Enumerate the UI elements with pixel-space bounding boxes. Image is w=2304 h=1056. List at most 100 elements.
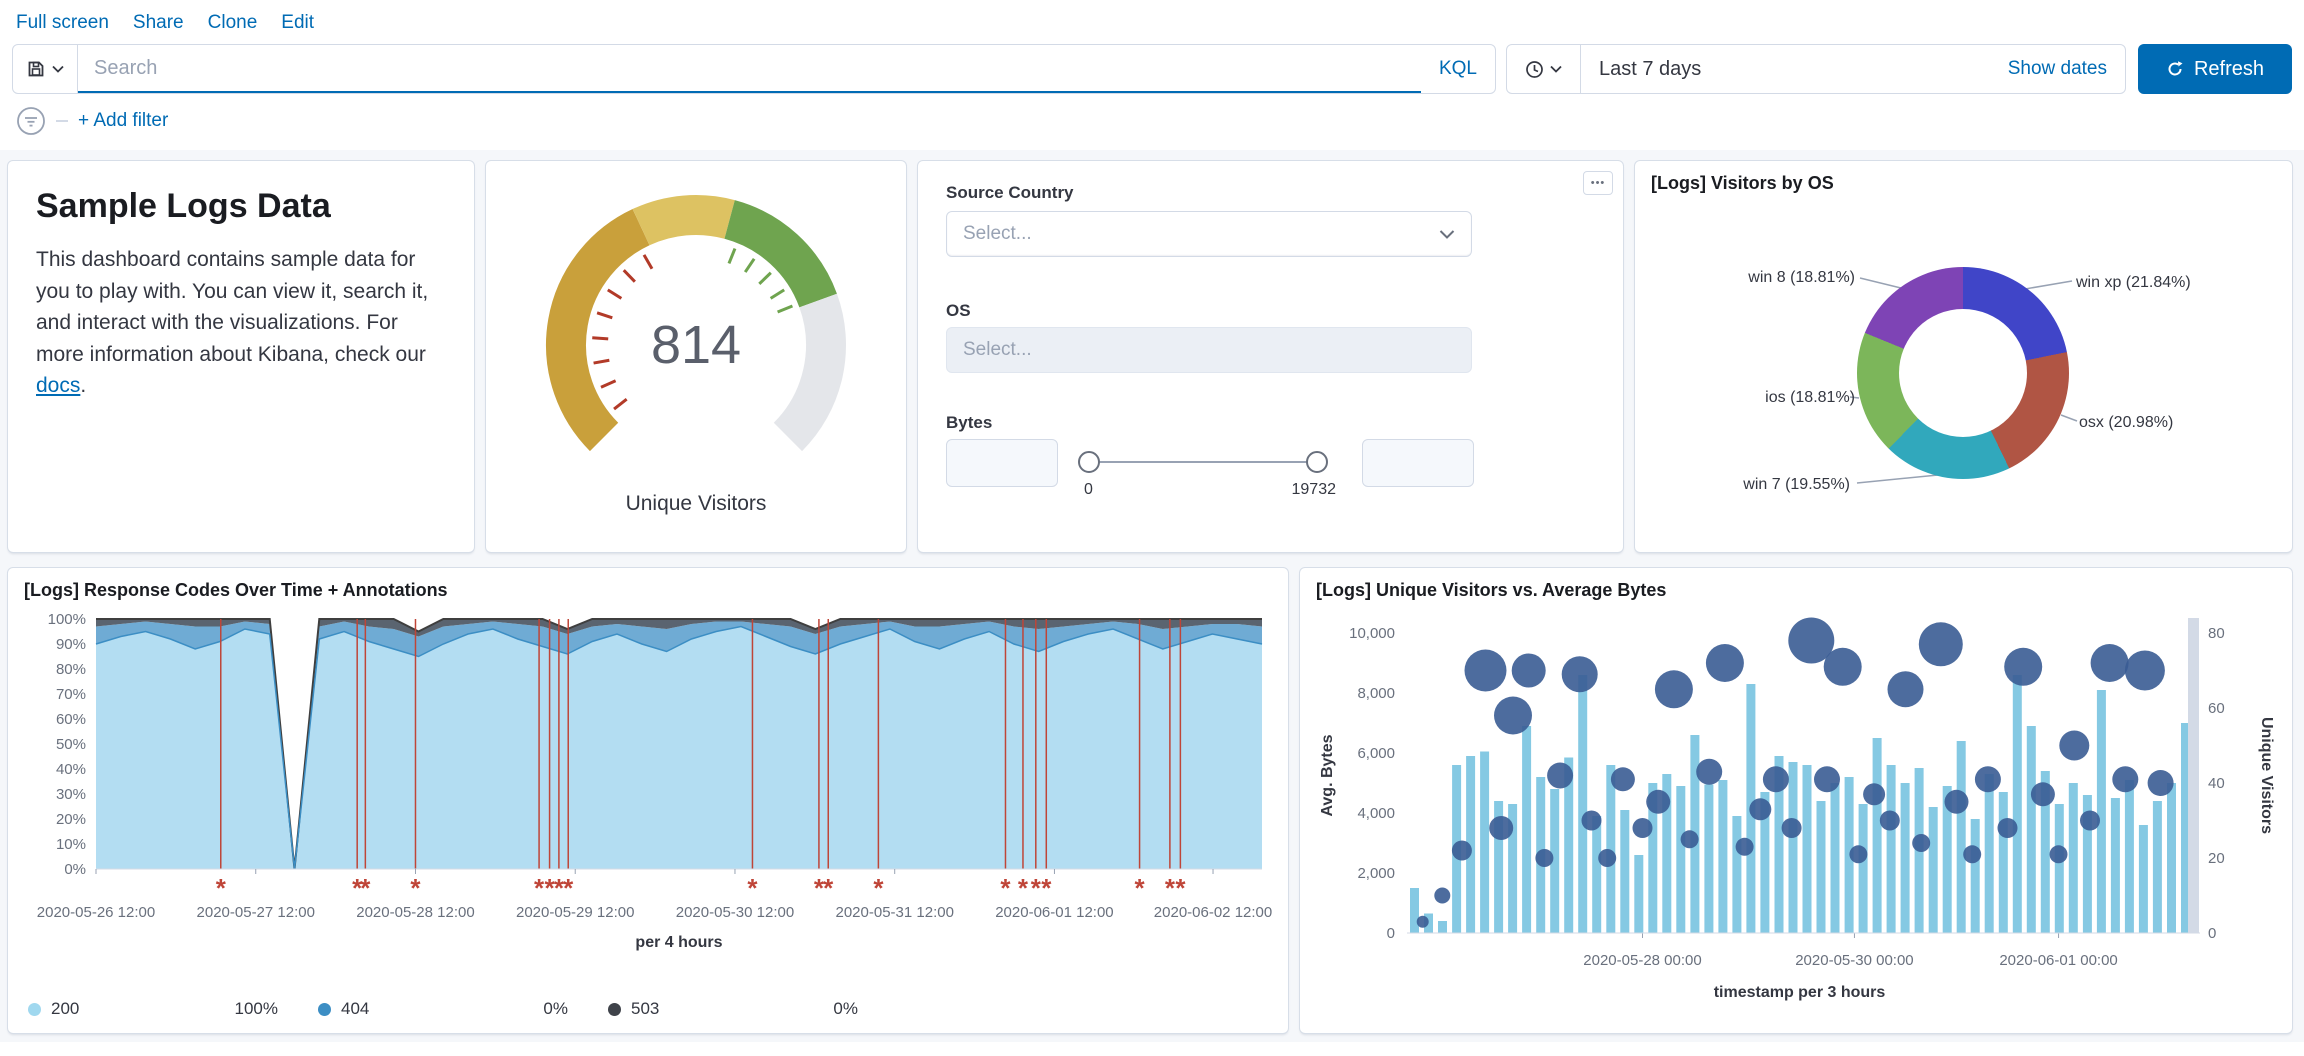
legend-item-503[interactable]: 503 0% [608, 999, 858, 1019]
legend-item-404[interactable]: 404 0% [318, 999, 568, 1019]
svg-text:*: * [1018, 873, 1029, 903]
bubble-chart: 0 2,000 4,000 6,000 8,000 10,000 0 20 40 60 80 2020… [1319, 617, 2275, 1001]
svg-text:*: * [823, 873, 834, 903]
bytes-min-input[interactable] [946, 439, 1058, 487]
dashboard: Sample Logs Data This dashboard contains… [0, 150, 2304, 1042]
svg-text:60%: 60% [56, 711, 86, 728]
refresh-icon [2168, 61, 2183, 76]
svg-text:60: 60 [2208, 700, 2225, 717]
svg-text:0: 0 [1387, 925, 1395, 942]
svg-text:*: * [873, 873, 884, 903]
slider-track[interactable] [1088, 461, 1318, 463]
svg-text:*: * [1031, 873, 1042, 903]
legend-value: 0% [833, 999, 858, 1018]
kql-button[interactable]: KQL [1438, 58, 1477, 79]
svg-text:*: * [554, 873, 565, 903]
svg-text:*: * [1175, 873, 1186, 903]
slider-max-label: 19732 [1291, 481, 1337, 498]
time-range-label[interactable]: Last 7 days [1599, 57, 1702, 80]
markdown-body-period: . [80, 374, 87, 397]
nav-clone[interactable]: Clone [207, 12, 258, 33]
panel-unique-visitors-gauge: 814 Unique Visitors [485, 160, 907, 553]
svg-text:80: 80 [2208, 625, 2225, 642]
svg-text:*: * [1135, 873, 1146, 903]
chevron-down-icon [51, 65, 64, 73]
top-nav: Full screen Share Clone Edit [0, 0, 2304, 38]
os-select[interactable]: Select... [946, 327, 1472, 373]
source-country-placeholder: Select... [963, 223, 1032, 244]
add-filter-button[interactable]: + Add filter [78, 110, 169, 131]
svg-text:6,000: 6,000 [1357, 745, 1395, 762]
svg-text:20: 20 [2208, 850, 2225, 867]
svg-text:20%: 20% [56, 811, 86, 828]
os-label: OS [946, 301, 971, 320]
svg-text:Unique Visitors: Unique Visitors [2258, 717, 2275, 834]
docs-link[interactable]: docs [36, 374, 81, 397]
svg-text:2020-05-26 12:00: 2020-05-26 12:00 [37, 904, 155, 921]
svg-text:2020-05-29 12:00: 2020-05-29 12:00 [516, 904, 634, 921]
svg-text:0%: 0% [64, 861, 86, 878]
time-picker-quick-menu-button[interactable] [1507, 45, 1581, 93]
svg-text:*: * [360, 873, 371, 903]
refresh-button[interactable]: Refresh [2138, 44, 2292, 94]
donut-label-osx: osx (20.98%) [2079, 414, 2174, 431]
donut-label-win7: win 7 (19.55%) [1743, 476, 1850, 493]
svg-text:2020-05-30 12:00: 2020-05-30 12:00 [676, 904, 794, 921]
markdown-title: Sample Logs Data [36, 187, 331, 225]
svg-text:814: 814 [651, 315, 741, 375]
legend-label: 503 [631, 999, 660, 1018]
svg-text:40%: 40% [56, 761, 86, 778]
svg-text:*: * [1041, 873, 1052, 903]
nav-edit[interactable]: Edit [281, 12, 315, 33]
query-bar: KQL Last 7 days Show dates Refresh [0, 38, 2304, 94]
svg-text:90%: 90% [56, 636, 86, 653]
legend-dot-503 [608, 1002, 621, 1016]
chevron-down-icon [1439, 230, 1455, 239]
slider-handle-min[interactable] [1078, 451, 1100, 473]
svg-text:80%: 80% [56, 661, 86, 678]
legend-item-200[interactable]: 200 100% [28, 999, 278, 1019]
svg-text:*: * [410, 873, 421, 903]
slider-min-label: 0 [1084, 481, 1093, 498]
svg-text:4,000: 4,000 [1357, 805, 1395, 822]
nav-share[interactable]: Share [132, 12, 184, 33]
svg-text:*: * [563, 873, 574, 903]
filter-options-icon[interactable] [16, 106, 46, 136]
svg-text:*: * [1000, 873, 1011, 903]
os-placeholder: Select... [963, 339, 1032, 360]
area-chart: * ** * * * * * * * * * * * * * * * *0%10%20%30%40%50%60%7… [37, 611, 1272, 951]
panel-options-icon[interactable]: ••• [1583, 171, 1613, 195]
nav-full-screen[interactable]: Full screen [16, 12, 109, 33]
svg-text:100%: 100% [48, 611, 86, 628]
svg-text:2020-05-28 00:00: 2020-05-28 00:00 [1583, 952, 1701, 969]
area-chart-legend: 200 100% 404 0% 503 0% [8, 999, 1288, 1033]
donut-chart[interactable] [1857, 267, 2069, 479]
panel-title: [Logs] Visitors by OS [1651, 173, 1834, 193]
clock-icon [1526, 60, 1543, 78]
search-input[interactable] [78, 45, 1421, 93]
bytes-label: Bytes [946, 413, 993, 432]
saved-query-menu-button[interactable] [12, 44, 78, 94]
show-dates-button[interactable]: Show dates [2007, 58, 2107, 79]
svg-text:2020-05-30 00:00: 2020-05-30 00:00 [1795, 952, 1913, 969]
svg-text:*: * [352, 873, 363, 903]
time-picker: Last 7 days Show dates [1506, 44, 2126, 94]
svg-text:*: * [747, 873, 758, 903]
refresh-button-label: Refresh [2193, 57, 2265, 80]
svg-text:70%: 70% [56, 686, 86, 703]
panel-controls: ••• Source Country Select... OS Select..… [917, 160, 1624, 553]
svg-text:*: * [534, 873, 545, 903]
panel-visitors-by-os: [Logs] Visitors by OS win 8 (18.81%) win… [1634, 160, 2293, 553]
source-country-select[interactable]: Select... [946, 211, 1472, 257]
panel-title: [Logs] Response Codes Over Time + Annota… [24, 580, 448, 600]
slider-handle-max[interactable] [1306, 451, 1328, 473]
markdown-body-text: This dashboard contains sample data for … [36, 248, 429, 366]
panel-sample-logs-data: Sample Logs Data This dashboard contains… [7, 160, 475, 553]
svg-text:30%: 30% [56, 786, 86, 803]
svg-text:2020-05-31 12:00: 2020-05-31 12:00 [835, 904, 953, 921]
bytes-range-slider: 0 19732 [1078, 439, 1336, 499]
filter-bar: + Add filter [0, 94, 2304, 150]
bytes-max-input[interactable] [1362, 439, 1474, 487]
svg-text:10,000: 10,000 [1349, 625, 1395, 642]
gauge-label: Unique Visitors [625, 492, 767, 515]
